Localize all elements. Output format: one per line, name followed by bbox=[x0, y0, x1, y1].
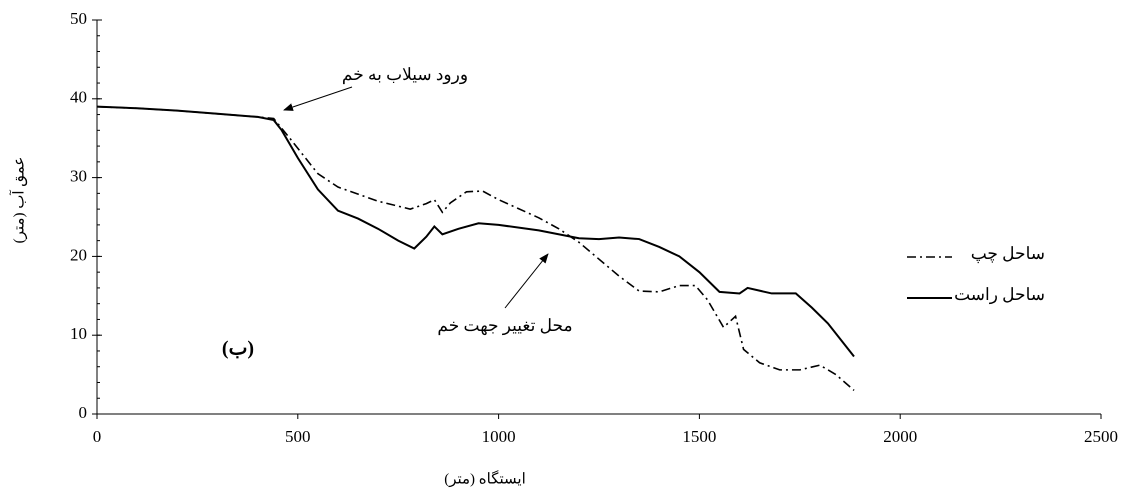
series-line bbox=[96, 105, 855, 391]
x-tick-label: 2500 bbox=[1084, 427, 1118, 446]
y-axis-label: عمق آب (متر) bbox=[9, 157, 27, 244]
y-tick-label: 50 bbox=[70, 9, 87, 28]
x-axis-label: ایستگاه (متر) bbox=[444, 469, 526, 487]
x-tick-label: 1500 bbox=[682, 427, 716, 446]
x-tick-label: 0 bbox=[93, 427, 102, 446]
annotation: محل تغییر جهت خم bbox=[437, 316, 572, 336]
legend-label: ساحل راست bbox=[954, 285, 1045, 305]
annotation-arrow bbox=[283, 86, 353, 111]
x-tick-label: 2000 bbox=[883, 427, 917, 446]
y-tick-label: 40 bbox=[70, 88, 87, 107]
x-tick-label: 1000 bbox=[482, 427, 516, 446]
y-tick-label: 30 bbox=[70, 167, 87, 186]
legend-label: ساحل چپ bbox=[971, 244, 1045, 264]
annotation: ورود سیلاب به خم bbox=[342, 65, 468, 85]
y-tick-label: 20 bbox=[70, 245, 87, 264]
x-tick-label: 500 bbox=[285, 427, 311, 446]
series-line bbox=[96, 105, 855, 358]
y-tick-label: 0 bbox=[79, 403, 88, 422]
y-tick-label: 10 bbox=[70, 324, 87, 343]
panel-label: (ب) bbox=[222, 338, 254, 360]
annotation-arrow bbox=[504, 253, 549, 309]
